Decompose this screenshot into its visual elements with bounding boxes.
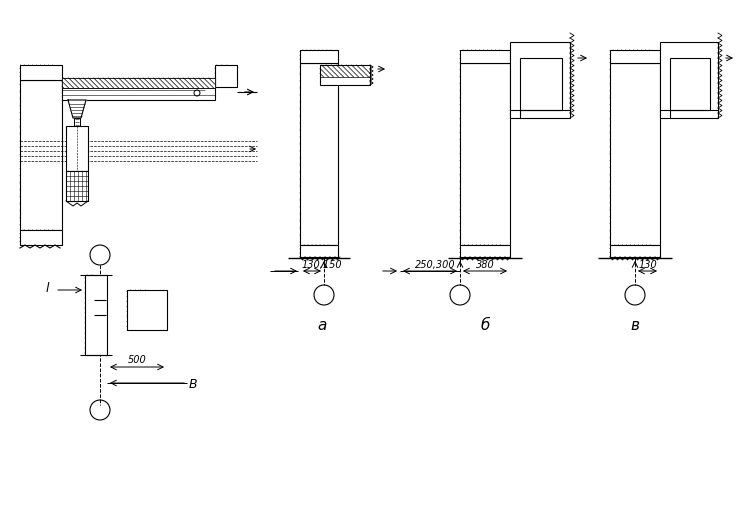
Bar xyxy=(300,51,338,64)
Bar xyxy=(460,64,510,245)
Bar xyxy=(215,66,237,88)
Bar xyxy=(610,51,660,64)
Bar xyxy=(610,64,660,245)
Text: в: в xyxy=(631,318,640,333)
Text: 130: 130 xyxy=(638,260,657,270)
Bar xyxy=(460,64,510,245)
Bar xyxy=(460,245,510,258)
Bar xyxy=(85,275,107,356)
Bar xyxy=(510,43,570,119)
Bar xyxy=(670,59,710,111)
Bar xyxy=(460,51,510,64)
Text: 500: 500 xyxy=(128,355,147,364)
Text: б: б xyxy=(480,318,490,333)
Bar xyxy=(610,245,660,258)
Bar xyxy=(460,51,510,64)
Bar xyxy=(610,51,660,64)
Bar xyxy=(320,66,370,78)
Bar xyxy=(74,119,80,127)
Bar xyxy=(610,64,660,245)
Bar xyxy=(20,66,62,81)
Text: l: l xyxy=(45,281,48,294)
Bar xyxy=(215,66,237,88)
Bar xyxy=(300,64,338,245)
Bar xyxy=(62,79,215,89)
Bar xyxy=(127,290,167,330)
Bar xyxy=(520,59,562,111)
Bar xyxy=(300,245,338,258)
Bar xyxy=(66,172,88,201)
Text: 250,300: 250,300 xyxy=(415,260,455,270)
Polygon shape xyxy=(68,101,86,119)
Text: а: а xyxy=(318,318,327,333)
Bar xyxy=(660,43,718,119)
Bar xyxy=(20,81,62,231)
Text: B: B xyxy=(189,377,197,390)
Bar xyxy=(20,66,62,81)
Bar xyxy=(66,127,88,172)
Bar xyxy=(20,81,62,231)
Bar xyxy=(300,64,338,245)
Bar xyxy=(300,51,338,64)
Bar xyxy=(20,231,62,245)
Bar xyxy=(20,231,62,245)
Bar xyxy=(127,290,167,330)
Bar xyxy=(610,245,660,258)
Text: 130,150: 130,150 xyxy=(302,260,342,270)
Text: 380: 380 xyxy=(476,260,494,270)
Bar xyxy=(320,66,370,86)
Bar xyxy=(300,245,338,258)
Bar xyxy=(62,79,215,101)
Bar xyxy=(460,245,510,258)
Bar xyxy=(85,275,107,356)
